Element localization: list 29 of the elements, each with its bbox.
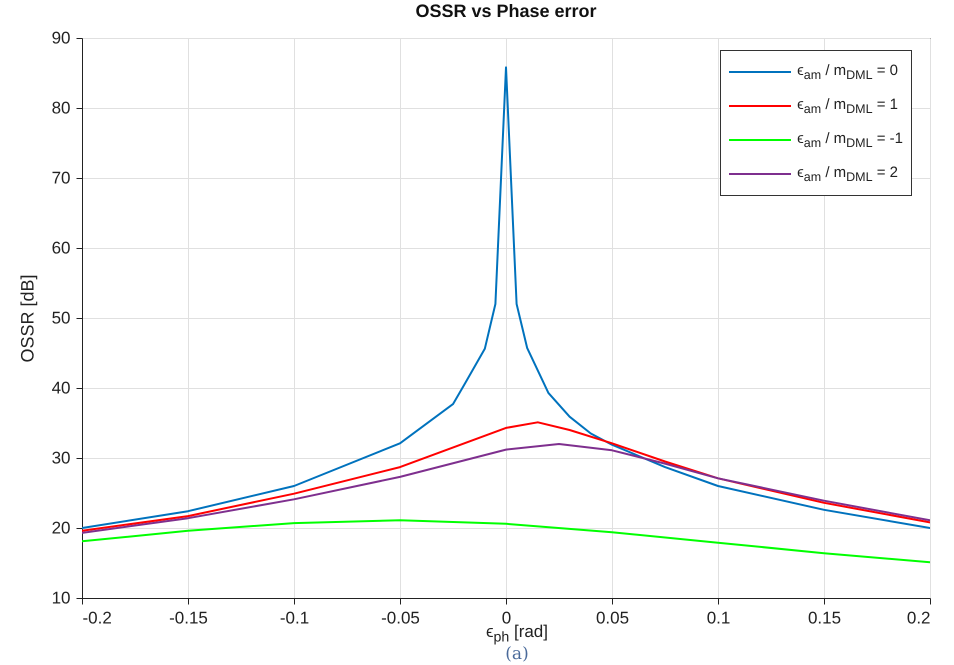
y-tick-label: 70 bbox=[52, 168, 70, 188]
legend-label: ϵ$_{am}$ / m$_{DML}$ = 2 bbox=[797, 164, 898, 184]
x-tick-label: -0.2 bbox=[82, 608, 112, 628]
y-tick-label: 60 bbox=[52, 238, 70, 258]
y-axis-title: OSSR [dB] bbox=[18, 274, 38, 363]
y-tick-label: 50 bbox=[52, 308, 70, 328]
y-tick-label: 10 bbox=[52, 588, 70, 608]
line-series bbox=[82, 443, 930, 534]
x-tick-label: -0.05 bbox=[381, 608, 420, 628]
chart-title: OSSR vs Phase error bbox=[415, 1, 597, 21]
y-tick-label: 20 bbox=[52, 518, 70, 538]
x-tick-label: -0.1 bbox=[280, 608, 310, 628]
legend-label: ϵ$_{am}$ / m$_{DML}$ = 1 bbox=[797, 96, 898, 116]
x-tick-label: 0.2 bbox=[906, 608, 930, 628]
y-tick-label: 90 bbox=[52, 28, 70, 48]
legend-label: ϵ$_{am}$ / m$_{DML}$ = 0 bbox=[797, 62, 898, 82]
line-series bbox=[82, 66, 930, 529]
text: (a) bbox=[505, 644, 530, 664]
y-tick-label: 30 bbox=[52, 448, 70, 468]
x-tick-label: 0.1 bbox=[706, 608, 730, 628]
x-tick-label: -0.15 bbox=[169, 608, 208, 628]
x-tick-label: 0 bbox=[502, 608, 512, 628]
y-tick-label: 80 bbox=[52, 98, 70, 118]
legend-label: ϵ$_{am}$ / m$_{DML}$ = -1 bbox=[797, 130, 903, 150]
line-series bbox=[82, 421, 930, 532]
x-tick-label: 0.15 bbox=[808, 608, 842, 628]
y-tick-label: 40 bbox=[52, 378, 70, 398]
line-series bbox=[82, 519, 930, 564]
x-tick-label: 0.05 bbox=[596, 608, 630, 628]
